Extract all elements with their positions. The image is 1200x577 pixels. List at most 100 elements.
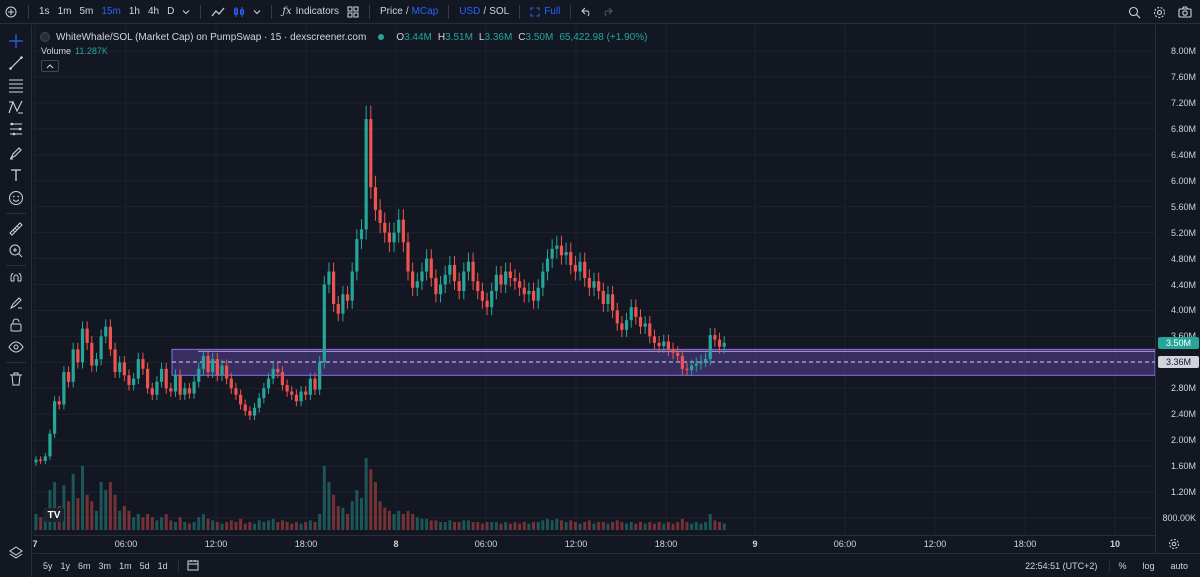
- axis-settings-gear-icon[interactable]: [1168, 538, 1180, 550]
- time-axis[interactable]: 7 06:00 12:00 18:00 8 06:00 12:00 18:00 9 06:00 12…: [32, 535, 1155, 553]
- volume-bar: [280, 520, 284, 530]
- usd-sol-toggle[interactable]: USD / SOL: [455, 0, 513, 24]
- volume-bar: [299, 523, 303, 530]
- gear-icon[interactable]: [1153, 6, 1166, 19]
- candle-body: [99, 336, 103, 360]
- interval-5m[interactable]: 5m: [79, 6, 94, 17]
- candle-body: [197, 368, 201, 382]
- interval-dropdown[interactable]: [178, 0, 194, 24]
- chart-type-dropdown[interactable]: [249, 0, 265, 24]
- volume-bar: [434, 520, 438, 530]
- text-icon[interactable]: [8, 167, 24, 183]
- camera-icon[interactable]: [1178, 6, 1192, 18]
- candle-body: [318, 362, 322, 390]
- price-axis-label: 5.20M: [1170, 227, 1196, 238]
- volume-bar: [253, 523, 257, 530]
- volume-bar: [708, 514, 712, 530]
- price-mcap-toggle[interactable]: Price / MCap: [376, 0, 442, 24]
- range-5y[interactable]: 5y: [43, 560, 53, 571]
- volume-bar: [415, 517, 419, 530]
- trend-line-icon[interactable]: [8, 55, 24, 71]
- range-3m[interactable]: 3m: [98, 560, 112, 571]
- eye-icon[interactable]: [8, 339, 24, 355]
- percent-toggle[interactable]: %: [1109, 561, 1130, 571]
- ohlc-high: H3.51M: [437, 31, 473, 43]
- add-symbol-button[interactable]: [0, 0, 22, 24]
- volume-bar: [532, 522, 536, 530]
- candle-body: [611, 294, 615, 311]
- range-1y[interactable]: 1y: [60, 560, 71, 571]
- volume-bar: [146, 514, 150, 530]
- chart-pane[interactable]: [33, 25, 1155, 553]
- candle-body: [164, 368, 168, 389]
- volume-bar: [499, 523, 503, 530]
- trash-icon[interactable]: [8, 371, 24, 387]
- interval-4h[interactable]: 4h: [147, 6, 160, 17]
- layouts-button[interactable]: [343, 0, 363, 24]
- candlestick-chart[interactable]: [33, 25, 1155, 553]
- volume-bar: [666, 522, 670, 530]
- pattern-icon[interactable]: [8, 99, 24, 115]
- candle-body: [132, 378, 136, 386]
- volume-bar: [113, 494, 117, 530]
- legend-title[interactable]: WhiteWhale/SOL (Market Cap) on PumpSwap …: [56, 31, 367, 43]
- auto-toggle[interactable]: auto: [1170, 561, 1188, 571]
- function-icon: ƒx: [282, 6, 292, 17]
- candle-body: [722, 342, 726, 347]
- interval-15m[interactable]: 15m: [101, 6, 121, 17]
- candle-body: [522, 287, 526, 295]
- interval-1h[interactable]: 1h: [128, 6, 140, 17]
- candle-body: [471, 261, 475, 282]
- candles-button[interactable]: [229, 0, 249, 24]
- prediction-icon[interactable]: [8, 121, 24, 137]
- interval-1s[interactable]: 1s: [39, 6, 50, 17]
- fib-retracement-icon[interactable]: [8, 77, 24, 93]
- range-1m[interactable]: 1m: [119, 560, 132, 571]
- interval-1m[interactable]: 1m: [57, 6, 72, 17]
- candle-body: [239, 394, 243, 405]
- search-icon[interactable]: [1128, 6, 1141, 19]
- candle-body: [378, 209, 382, 223]
- interval-d[interactable]: D: [167, 6, 175, 17]
- ruler-icon[interactable]: [8, 221, 24, 237]
- lock-icon[interactable]: [8, 317, 24, 333]
- range-1d[interactable]: 1d: [157, 560, 168, 571]
- log-toggle[interactable]: log: [1142, 561, 1155, 571]
- volume-label: Volume: [41, 46, 72, 56]
- collapse-legend-button[interactable]: [41, 60, 59, 72]
- magnet-icon[interactable]: [8, 273, 24, 289]
- volume-bar: [155, 520, 159, 530]
- volume-bar: [671, 523, 675, 530]
- brush-icon[interactable]: [8, 145, 24, 161]
- stay-in-drawing-icon[interactable]: [8, 295, 24, 311]
- volume-bar: [406, 510, 410, 530]
- volume-bar: [397, 510, 401, 530]
- go-to-date-button[interactable]: [177, 558, 203, 573]
- tradingview-logo[interactable]: TV: [44, 508, 64, 522]
- layers-icon[interactable]: [8, 545, 24, 561]
- volume-bar: [429, 520, 433, 530]
- candle-body: [43, 456, 47, 461]
- range-5d[interactable]: 5d: [139, 560, 150, 571]
- volume-bar: [453, 522, 456, 530]
- line-chart-button[interactable]: [207, 0, 229, 24]
- volume-bar: [587, 520, 591, 530]
- redo-button[interactable]: [597, 0, 617, 24]
- price-axis-label: 4.80M: [1170, 253, 1196, 264]
- range-6m[interactable]: 6m: [78, 560, 91, 571]
- volume-bar: [234, 522, 238, 530]
- zoom-in-icon[interactable]: [8, 243, 24, 259]
- clock-timezone[interactable]: 22:54:51 (UTC+2): [1025, 561, 1098, 571]
- candle-body: [438, 284, 443, 295]
- crosshair-icon[interactable]: [8, 33, 24, 49]
- fullscreen-button[interactable]: Full: [526, 0, 564, 24]
- volume-bar: [141, 517, 145, 530]
- emoji-icon[interactable]: [8, 190, 24, 206]
- price-axis[interactable]: 8.00M 7.60M 7.20M 6.80M 6.40M 6.00M 5.60M 5.20M…: [1155, 25, 1200, 553]
- candle-body: [304, 391, 308, 395]
- separator-slash: /: [405, 6, 409, 17]
- undo-button[interactable]: [577, 0, 597, 24]
- candle-body: [685, 368, 689, 371]
- indicators-button[interactable]: ƒx Indicators: [278, 0, 343, 24]
- volume-bar: [513, 522, 517, 530]
